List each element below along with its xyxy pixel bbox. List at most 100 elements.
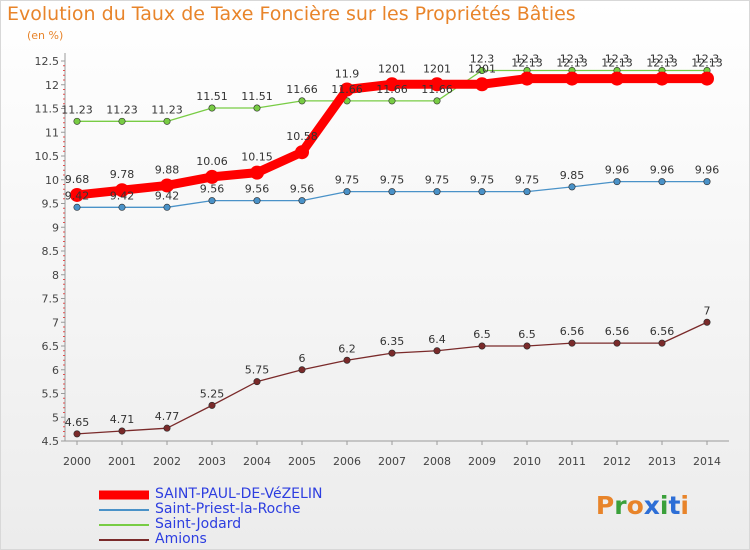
data-point (478, 342, 486, 350)
data-label: 9.96 (605, 164, 630, 177)
data-point (73, 203, 81, 211)
data-point (118, 117, 126, 125)
data-label: 11.66 (421, 83, 453, 96)
data-label: 11.9 (335, 68, 360, 81)
series-layer (70, 67, 714, 438)
data-point (250, 165, 264, 180)
x-tick-label: 2001 (108, 455, 136, 468)
data-point (433, 347, 441, 355)
data-point (565, 71, 579, 86)
data-label: 5.25 (200, 387, 225, 400)
logo-letter: x (643, 491, 660, 520)
logo-letter: i (659, 491, 669, 520)
data-point (700, 71, 714, 86)
x-tick-label: 2010 (513, 455, 541, 468)
logo-letter: t (668, 491, 681, 520)
data-point (430, 77, 444, 92)
data-point (253, 197, 261, 205)
x-tick-label: 2011 (558, 455, 586, 468)
data-point (205, 169, 219, 184)
data-point (478, 188, 486, 196)
data-point (475, 77, 489, 92)
data-label: 9.75 (470, 174, 495, 187)
x-tick-label: 2000 (63, 455, 91, 468)
data-label: 10.58 (286, 130, 318, 143)
logo-letter: o (626, 491, 644, 520)
y-tick-label: 7.5 (42, 293, 60, 306)
data-point (388, 97, 396, 105)
data-label: 9.42 (65, 189, 90, 202)
data-point (163, 424, 171, 432)
data-point (208, 104, 216, 112)
data-point (523, 188, 531, 196)
legend-label: Saint-Priest-la-Roche (155, 501, 301, 517)
data-label: 1201 (378, 62, 406, 75)
data-point (298, 197, 306, 205)
data-point (343, 188, 351, 196)
data-label: 12.13 (646, 57, 678, 70)
data-point (520, 71, 534, 86)
y-tick-label: 10 (45, 174, 59, 187)
legend-swatch (99, 490, 149, 499)
data-label: 9.56 (290, 183, 315, 196)
data-label: 6.35 (380, 335, 405, 348)
logo-letter: i (680, 491, 689, 520)
data-label: 12.3 (605, 53, 630, 66)
data-point (523, 342, 531, 350)
data-label: 9.75 (335, 174, 360, 187)
data-point (658, 178, 666, 186)
proxiti-logo: Proxiti (596, 491, 689, 520)
data-point (478, 67, 486, 75)
data-label: 12.3 (650, 53, 675, 66)
y-tick-label: 8.5 (42, 245, 60, 258)
data-point (703, 178, 711, 186)
data-point (118, 427, 126, 435)
data-label: 9.68 (65, 173, 90, 186)
data-label: 9.85 (560, 169, 585, 182)
data-point (388, 349, 396, 357)
data-label: 6.5 (473, 328, 491, 341)
data-point (610, 71, 624, 86)
y-tick-label: 12.5 (35, 55, 60, 68)
data-label: 11.66 (376, 83, 408, 96)
data-label: 6.5 (518, 328, 536, 341)
logo-letter: P (595, 491, 615, 520)
legend-swatch (99, 508, 149, 511)
y-tick-label: 6 (52, 364, 59, 377)
x-tick-label: 2009 (468, 455, 496, 468)
data-label: 11.23 (106, 103, 138, 116)
x-tick-label: 2008 (423, 455, 451, 468)
x-tick-label: 2007 (378, 455, 406, 468)
logo-letter: r (614, 491, 627, 520)
chart-axes: 4.5 5 5.5 6 6.5 7 7.5 8 8.5 9 9.5 10 10.5 11 11.5 12 12.… (35, 53, 729, 468)
data-point (613, 178, 621, 186)
data-point (298, 97, 306, 105)
data-label: 12.3 (470, 53, 495, 66)
y-tick-label: 9.5 (42, 198, 60, 211)
legend-label: Saint-Jodard (155, 516, 242, 532)
y-tick-label: 11 (45, 126, 59, 139)
data-label: 7 (704, 304, 711, 317)
data-label: 4.65 (65, 416, 90, 429)
y-tick-label: 9 (52, 221, 59, 234)
data-point (568, 339, 576, 347)
data-label: 9.42 (155, 189, 180, 202)
data-point (295, 145, 309, 160)
data-point (658, 339, 666, 347)
data-point (433, 97, 441, 105)
x-tick-label: 2004 (243, 455, 271, 468)
data-point (73, 430, 81, 438)
data-label: 11.51 (196, 90, 228, 103)
data-label: 6.56 (560, 325, 585, 338)
legend-label: Amions (155, 531, 207, 547)
data-point (73, 117, 81, 125)
data-point (343, 356, 351, 364)
data-label: 6.56 (605, 325, 630, 338)
y-tick-label: 7 (52, 316, 59, 329)
y-tick-label: 5.5 (42, 388, 60, 401)
data-point (163, 203, 171, 211)
data-point (208, 197, 216, 205)
data-label: 12.3 (560, 53, 585, 66)
